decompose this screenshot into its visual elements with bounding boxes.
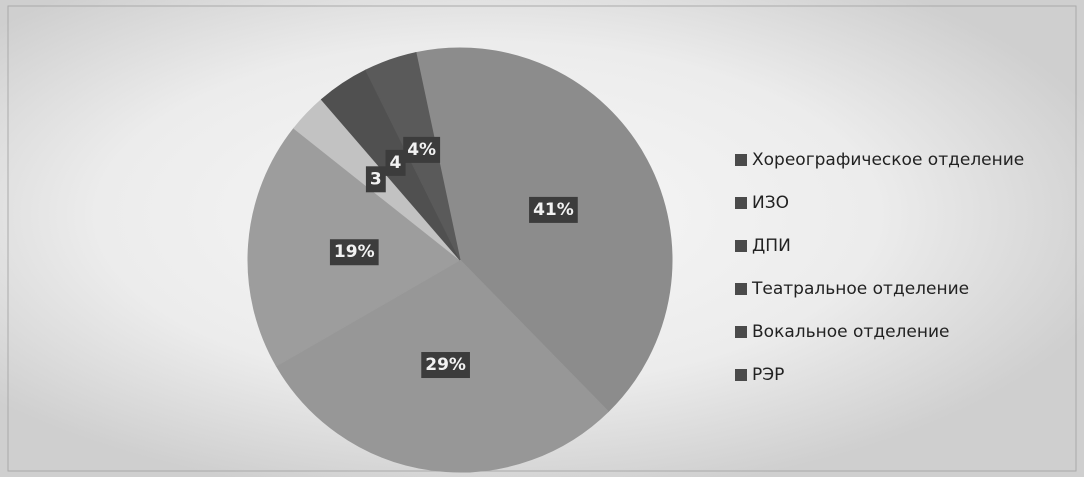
legend-marker (735, 283, 747, 295)
data-label-box (329, 239, 379, 266)
legend-marker (735, 240, 747, 252)
legend-marker (735, 326, 747, 338)
chart-frame (7, 5, 1077, 472)
data-label: 4% (407, 140, 436, 160)
legend-label: Театральное отделение (751, 279, 969, 299)
data-label: 3 (370, 169, 382, 189)
data-label-box (403, 136, 441, 163)
data-label-box (529, 196, 578, 223)
data-label: 4 (390, 153, 402, 173)
legend-label: ИЗО (752, 193, 789, 213)
data-label: 41% (533, 200, 574, 220)
legend-marker (735, 369, 747, 381)
pie-slice (415, 47, 673, 413)
legend-label: ДПИ (752, 236, 791, 256)
data-label: 19% (334, 242, 375, 262)
data-label-box (385, 149, 406, 176)
legend-label: РЭР (752, 365, 784, 385)
legend-marker (735, 197, 747, 209)
legend-marker (735, 154, 747, 166)
legend-label: Хореографическое отделение (752, 150, 1024, 170)
data-label-box (365, 166, 386, 193)
data-label-box (421, 352, 470, 379)
data-label: 29% (425, 355, 466, 375)
legend-label: Вокальное отделение (752, 322, 949, 342)
